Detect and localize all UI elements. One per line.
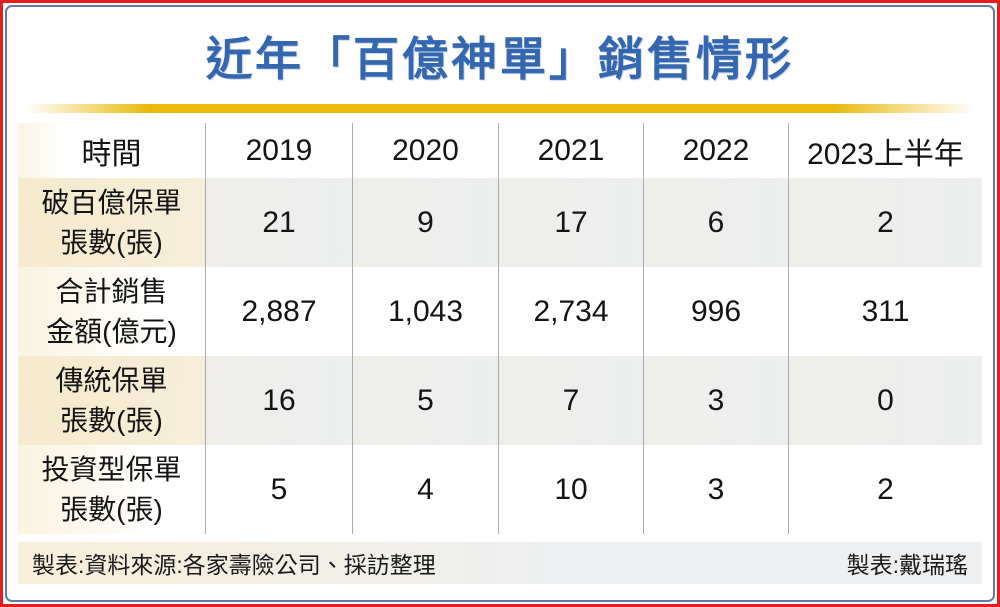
footer-bar: 製表:資料來源:各家壽險公司、採訪整理 製表:戴瑞瑤 [18,542,982,584]
row-label-line1: 合計銷售 [55,275,168,307]
row-label-line1: 破百億保單 [41,186,182,218]
row-label-line2: 金額(億元) [46,315,177,347]
cell-value: 7 [499,356,644,445]
source-note: 製表:資料來源:各家壽險公司、採訪整理 [32,552,436,578]
row-label: 傳統保單 張數(張) [18,356,206,445]
page-title: 近年「百億神單」銷售情形 [206,33,794,85]
sales-table: 時間 2019 2020 2021 2022 2023上半年 破百億保單 張數(… [18,123,982,534]
cell-value: 311 [789,267,982,356]
cell-value: 2 [789,445,982,534]
table-row: 投資型保單 張數(張) 5 4 10 3 2 [18,445,982,534]
cell-value: 21 [206,178,353,267]
column-header-2020: 2020 [353,123,499,178]
table-row: 合計銷售 金額(億元) 2,887 1,043 2,734 996 311 [18,267,982,356]
cell-value: 3 [644,356,789,445]
cell-value: 2 [789,178,982,267]
cell-value: 10 [499,445,644,534]
column-header-2023h1: 2023上半年 [789,123,982,178]
column-header-2021: 2021 [499,123,644,178]
cell-value: 996 [644,267,789,356]
row-label-line1: 投資型保單 [41,453,182,485]
cell-value: 5 [353,356,499,445]
inner-blue-frame: 近年「百億神單」銷售情形 時間 2019 2020 2021 2022 2023… [5,5,995,602]
cell-value: 3 [644,445,789,534]
cell-value: 4 [353,445,499,534]
gold-divider-bar [25,104,975,113]
cell-value: 0 [789,356,982,445]
cell-value: 9 [353,178,499,267]
column-header-2022: 2022 [644,123,789,178]
cell-value: 1,043 [353,267,499,356]
column-header-time: 時間 [18,123,206,178]
cell-value: 5 [206,445,353,534]
cell-value: 17 [499,178,644,267]
row-label: 投資型保單 張數(張) [18,445,206,534]
row-label-line2: 張數(張) [60,493,163,525]
table-row: 傳統保單 張數(張) 16 5 7 3 0 [18,356,982,445]
table-header-row: 時間 2019 2020 2021 2022 2023上半年 [18,123,982,178]
credit-note: 製表:戴瑞瑤 [846,552,968,578]
cell-value: 2,734 [499,267,644,356]
row-label: 破百億保單 張數(張) [18,178,206,267]
row-label: 合計銷售 金額(億元) [18,267,206,356]
row-label-line2: 張數(張) [60,404,163,436]
row-label-line2: 張數(張) [60,226,163,258]
row-label-line1: 傳統保單 [55,364,168,396]
cell-value: 6 [644,178,789,267]
table-row: 破百億保單 張數(張) 21 9 17 6 2 [18,178,982,267]
cell-value: 16 [206,356,353,445]
column-header-2019: 2019 [206,123,353,178]
content-area: 近年「百億神單」銷售情形 時間 2019 2020 2021 2022 2023… [7,29,993,600]
cell-value: 2,887 [206,267,353,356]
